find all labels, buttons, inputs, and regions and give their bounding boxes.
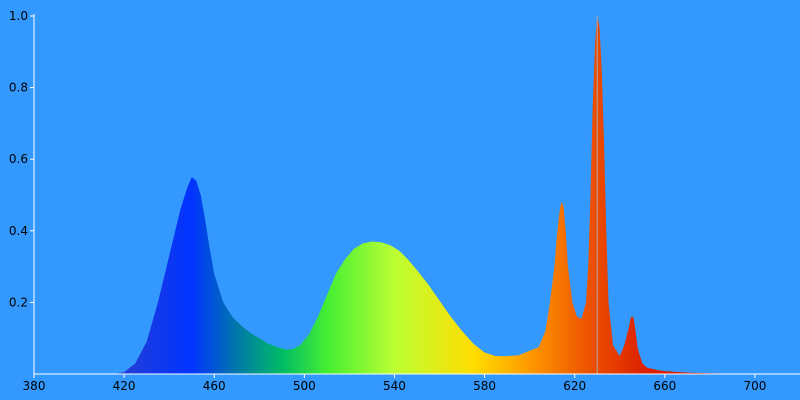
- x-tick-label: 580: [473, 379, 496, 393]
- tick-layer: 380 420 460 500 540 580 620 660 700 0.2 0.4 0.6 0.8 1…: [9, 9, 766, 393]
- y-tick-label: 0.2: [9, 295, 28, 309]
- axis-layer: [33, 14, 800, 375]
- x-tick-label: 420: [113, 379, 136, 393]
- y-tick-label: 0.8: [9, 81, 28, 95]
- spectrum-area-0: [112, 16, 789, 374]
- y-tick-label: 0.6: [9, 152, 28, 166]
- x-tick-label: 540: [383, 379, 406, 393]
- y-tick-label: 0.4: [9, 224, 28, 238]
- x-tick-label: 500: [293, 379, 316, 393]
- y-tick-label: 1.0: [9, 9, 28, 23]
- x-tick-label: 620: [563, 379, 586, 393]
- x-tick-label: 660: [653, 379, 676, 393]
- area-layer: [112, 16, 789, 374]
- x-tick-label: 380: [23, 379, 46, 393]
- x-tick-label: 700: [743, 379, 766, 393]
- x-tick-label: 460: [203, 379, 226, 393]
